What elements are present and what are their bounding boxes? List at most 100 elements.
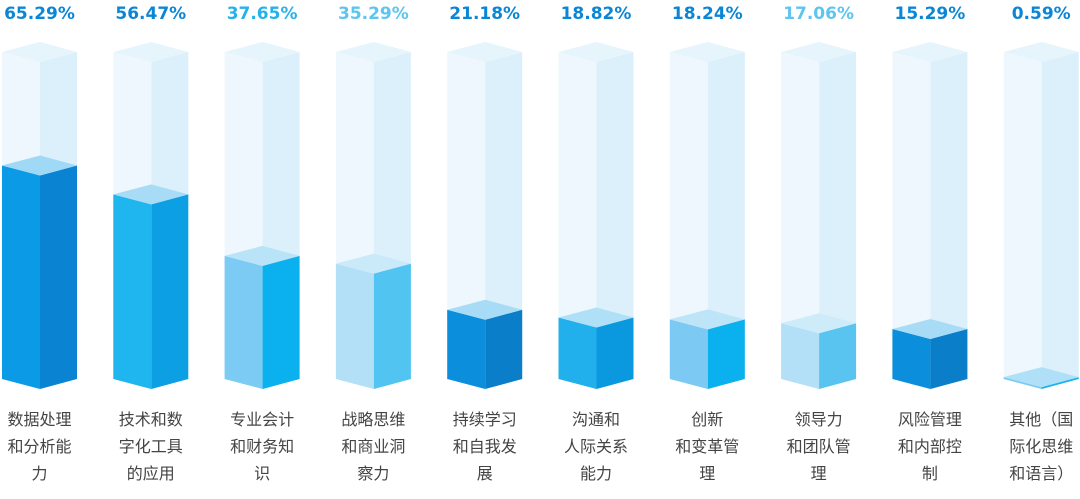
category-label-line: 制 bbox=[922, 464, 938, 483]
category-label-line: 察力 bbox=[357, 464, 389, 483]
bar-top bbox=[2, 155, 77, 176]
category-label: 创新和变革管理 bbox=[675, 410, 739, 483]
data-label: 65.29% bbox=[4, 4, 75, 24]
bar-group bbox=[669, 42, 745, 389]
category-label-line: 沟通和 bbox=[572, 410, 620, 429]
category-label: 技术和数字化工具的应用 bbox=[119, 410, 183, 483]
bar-front bbox=[224, 255, 263, 389]
bar-top bbox=[335, 253, 411, 274]
category-label-line: 持续学习 bbox=[453, 410, 517, 429]
category-label: 数据处理和分析能力 bbox=[7, 410, 71, 483]
bar-front bbox=[1003, 377, 1042, 389]
category-label: 其他（国际化思维和语言） bbox=[1009, 410, 1073, 483]
bar-group bbox=[335, 42, 411, 389]
category-label-line: 力 bbox=[31, 464, 47, 483]
bar-top bbox=[447, 299, 523, 320]
category-label-line: 理 bbox=[699, 464, 715, 483]
category-label: 领导力和团队管理 bbox=[787, 410, 851, 483]
bar-track-side bbox=[596, 52, 634, 389]
category-label-line: 和分析能 bbox=[7, 437, 71, 456]
bar-front bbox=[669, 319, 708, 389]
data-label: 35.29% bbox=[338, 4, 409, 24]
category-label-line: 其他（国 bbox=[1009, 410, 1073, 429]
bar-track-top bbox=[335, 42, 411, 62]
bar-front bbox=[2, 165, 40, 389]
bar-track-top bbox=[447, 42, 523, 62]
bar-top bbox=[669, 309, 745, 330]
category-label-line: 和商业洞 bbox=[341, 437, 405, 456]
category-label-line: 技术和数 bbox=[119, 410, 183, 429]
category-label-line: 和自我发 bbox=[453, 437, 517, 456]
category-label-line: 领导力 bbox=[795, 410, 843, 429]
bar-group bbox=[224, 42, 300, 389]
bar-group bbox=[447, 42, 523, 389]
bar-top bbox=[224, 245, 300, 266]
category-label-line: 风险管理 bbox=[898, 410, 962, 429]
category-label: 风险管理和内部控制 bbox=[898, 410, 962, 483]
bar-group bbox=[2, 42, 77, 389]
bar-track-front bbox=[892, 52, 931, 389]
bar-front bbox=[335, 263, 374, 389]
bar-track-front bbox=[781, 52, 820, 389]
category-label-line: 专业会计 bbox=[230, 410, 294, 429]
bar-track-side bbox=[707, 52, 745, 389]
category-label-line: 字化工具 bbox=[119, 437, 183, 456]
bar-track-top bbox=[2, 42, 77, 62]
category-label: 专业会计和财务知识 bbox=[230, 410, 294, 483]
category-label-line: 人际关系 bbox=[564, 437, 628, 456]
bar-front bbox=[113, 194, 152, 389]
category-label-line: 的应用 bbox=[127, 464, 175, 483]
bar-group bbox=[781, 42, 857, 389]
data-label: 37.65% bbox=[227, 4, 298, 24]
category-label-line: 和语言） bbox=[1009, 464, 1073, 483]
data-label: 18.24% bbox=[672, 4, 743, 24]
bar-side bbox=[262, 255, 300, 389]
bar-group bbox=[1003, 42, 1079, 389]
bar-track-top bbox=[224, 42, 300, 62]
bar-side bbox=[819, 323, 857, 389]
bar-top bbox=[113, 184, 189, 205]
category-label-line: 识 bbox=[254, 464, 270, 483]
bar-top bbox=[558, 307, 634, 328]
bar-track-front bbox=[669, 52, 708, 389]
category-label-line: 理 bbox=[811, 464, 827, 483]
bar-side bbox=[930, 329, 968, 389]
data-label: 56.47% bbox=[115, 4, 186, 24]
bar-track-side bbox=[1041, 52, 1079, 389]
category-label-line: 和内部控 bbox=[898, 437, 962, 456]
category-label-line: 数据处理 bbox=[7, 410, 71, 429]
bar-track-side bbox=[819, 52, 857, 389]
data-label: 21.18% bbox=[449, 4, 520, 24]
bar-group bbox=[558, 42, 634, 389]
bar-track-front bbox=[558, 52, 597, 389]
data-label: 0.59% bbox=[1012, 4, 1071, 24]
category-label-line: 和财务知 bbox=[230, 437, 294, 456]
category-label-line: 战略思维 bbox=[341, 410, 405, 429]
bar-front bbox=[781, 323, 820, 389]
bar-track-top bbox=[558, 42, 634, 62]
bar-group bbox=[892, 42, 968, 389]
data-label: 17.06% bbox=[783, 4, 854, 24]
category-label-line: 创新 bbox=[691, 410, 723, 429]
bar-top bbox=[781, 313, 857, 334]
category-label: 持续学习和自我发展 bbox=[453, 410, 517, 483]
bar-top bbox=[1003, 367, 1079, 388]
bar-side bbox=[40, 165, 77, 389]
category-label-line: 展 bbox=[477, 464, 493, 483]
data-label: 15.29% bbox=[894, 4, 965, 24]
bar-side bbox=[485, 309, 523, 389]
bar-side bbox=[596, 317, 634, 389]
bar-side bbox=[373, 263, 411, 389]
bar-track-front bbox=[1003, 52, 1042, 389]
bar-front bbox=[892, 329, 931, 389]
data-label: 18.82% bbox=[561, 4, 632, 24]
bar-track-top bbox=[669, 42, 745, 62]
bar-top bbox=[892, 319, 968, 340]
bar-track-top bbox=[892, 42, 968, 62]
category-label: 沟通和人际关系能力 bbox=[564, 410, 628, 483]
category-label-line: 和团队管 bbox=[787, 437, 851, 456]
bar-side bbox=[707, 319, 745, 389]
bar-track-top bbox=[113, 42, 189, 62]
category-label-line: 能力 bbox=[580, 464, 612, 483]
